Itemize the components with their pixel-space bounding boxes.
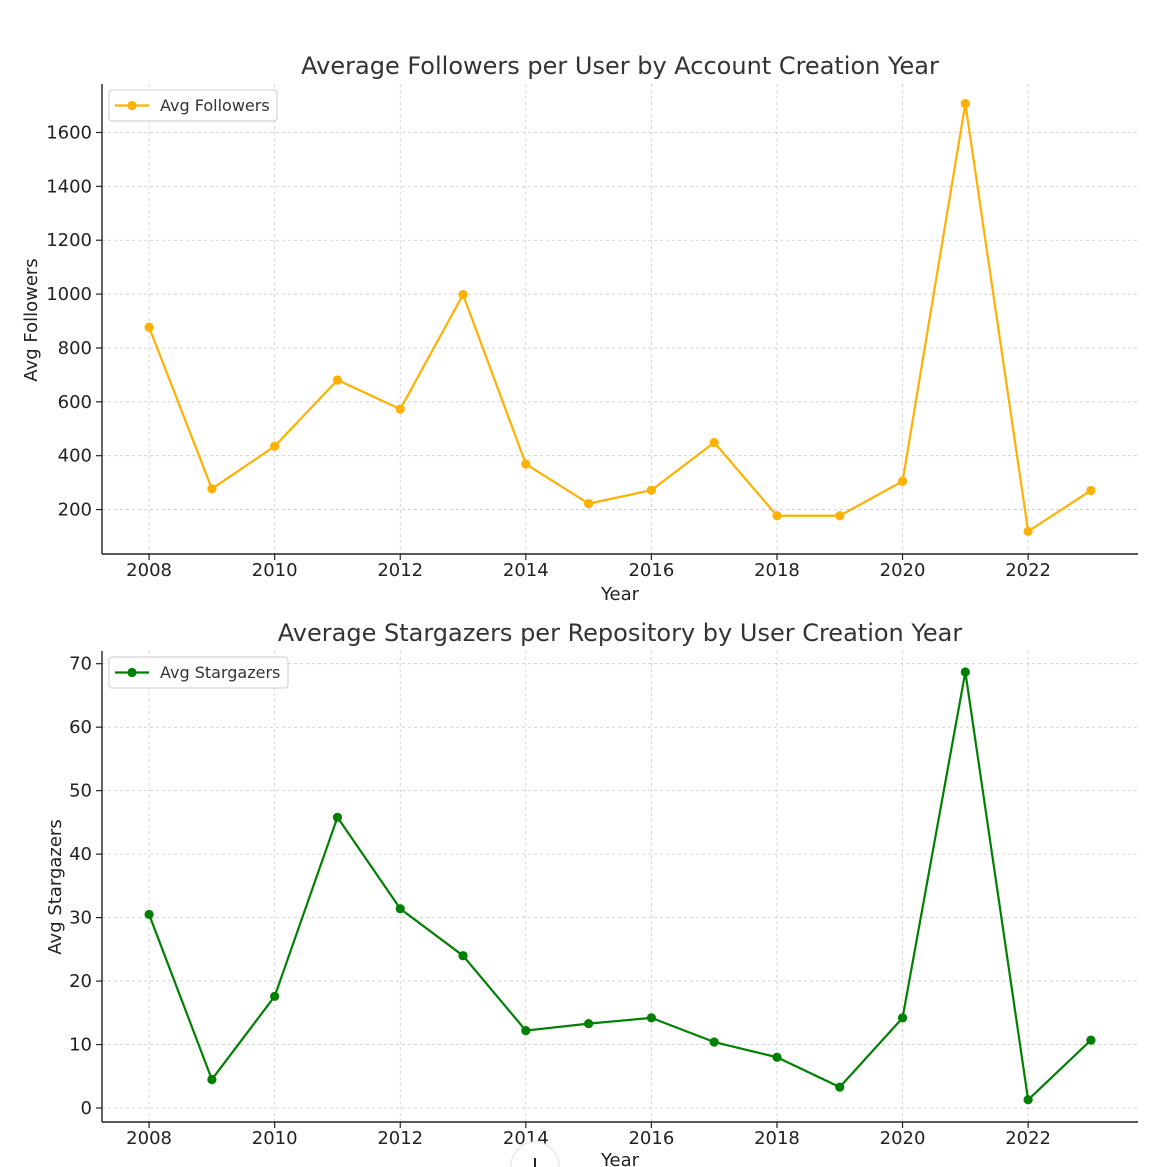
stargazers-y-tick-label: 50	[69, 781, 92, 802]
stargazers-x-axis-title: Year	[600, 1150, 640, 1167]
stargazers-data-point	[270, 991, 280, 1001]
followers-data-point	[270, 441, 280, 451]
stargazers-data-point	[207, 1074, 217, 1085]
stargazers-legend-box	[108, 656, 289, 689]
stargazers-x-tick-label: 2010	[252, 1128, 298, 1149]
stargazers-x-tick-label: 2018	[754, 1128, 800, 1149]
stargazers-data-point	[458, 951, 468, 961]
followers-data-point	[897, 476, 908, 486]
followers-ticks: 2008 2010 2012 2014 2016 2018 2020 2022 200 400 60…	[46, 122, 1051, 581]
stargazers-data-point	[144, 909, 154, 920]
stargazers-data-point	[646, 1013, 656, 1023]
stargazers-y-axis-title: Avg Stargazers	[45, 819, 66, 954]
stargazers-data-point	[332, 812, 343, 822]
followers-series-line	[148, 102, 1092, 533]
stargazers-grid	[102, 651, 1138, 1122]
followers-x-tick-label: 2010	[252, 560, 298, 581]
followers-grid	[102, 84, 1138, 554]
stargazers-data-point	[395, 904, 405, 914]
followers-data-point	[1023, 526, 1033, 536]
stargazers-chart-panel: Average Stargazers per Repository by Use…	[45, 619, 1138, 1167]
stargazers-x-tick-label: 2016	[628, 1128, 674, 1149]
followers-chart-panel: Average Followers per User by Account Cr…	[21, 52, 1138, 605]
followers-y-tick-label: 1400	[46, 176, 92, 197]
stargazers-ticks: 2008 2010 2012 2014 2016 2018 2020 202201020304…	[69, 654, 1051, 1149]
followers-data-point	[144, 322, 154, 332]
followers-data-point	[646, 485, 656, 495]
followers-data-point	[584, 499, 594, 509]
followers-x-tick-label: 2018	[754, 560, 800, 581]
followers-y-tick-label: 1200	[46, 230, 92, 251]
scroll-down-button[interactable]	[510, 1141, 560, 1167]
stargazers-x-tick-label: 2008	[126, 1128, 172, 1149]
stargazers-y-tick-label: 40	[69, 844, 92, 865]
stargazers-data-point	[772, 1052, 782, 1062]
stargazers-data-point	[1086, 1035, 1096, 1045]
followers-data-point	[709, 437, 719, 448]
stargazers-x-tick-label: 2022	[1005, 1128, 1051, 1149]
followers-data-point	[835, 511, 845, 521]
stargazers-data-point	[1023, 1095, 1033, 1105]
followers-x-tick-label: 2008	[126, 560, 172, 581]
followers-x-tick-label: 2022	[1005, 560, 1051, 581]
stargazers-y-tick-label: 20	[69, 971, 92, 992]
stargazers-data-point	[709, 1037, 719, 1047]
followers-data-point	[332, 375, 343, 385]
stargazers-data-point	[521, 1025, 531, 1036]
followers-x-tick-label: 2012	[377, 560, 423, 581]
stargazers-chart-title: Average Stargazers per Repository by Use…	[278, 619, 963, 647]
stargazers-series-line	[148, 670, 1092, 1101]
stargazers-data-point	[835, 1082, 845, 1092]
followers-y-tick-label: 200	[58, 500, 92, 521]
followers-y-axis-title: Avg Followers	[21, 258, 42, 381]
followers-x-tick-label: 2016	[628, 560, 674, 581]
followers-y-tick-label: 400	[58, 446, 92, 467]
stargazers-data-point	[960, 667, 970, 677]
followers-y-tick-label: 1600	[46, 122, 92, 143]
stargazers-legend: Avg Stargazers	[108, 656, 289, 689]
followers-series-layer	[144, 99, 1096, 536]
stargazers-x-tick-label: 2012	[377, 1128, 423, 1149]
stargazers-data-point	[897, 1013, 908, 1023]
stargazers-data-point	[584, 1019, 594, 1029]
followers-data-point	[395, 404, 405, 414]
followers-y-tick-label: 1000	[46, 284, 92, 305]
stargazers-y-tick-label: 70	[69, 654, 92, 675]
stargazers-legend-label: Avg Stargazers	[160, 663, 280, 682]
followers-data-point	[458, 290, 468, 300]
followers-chart-title: Average Followers per User by Account Cr…	[301, 52, 939, 80]
followers-legend-box	[108, 89, 278, 122]
followers-data-point	[772, 511, 782, 521]
stargazers-x-tick-label: 2020	[880, 1128, 926, 1149]
stargazers-legend-marker	[127, 667, 137, 678]
followers-x-axis-title: Year	[600, 584, 640, 605]
followers-legend: Avg Followers	[108, 89, 278, 122]
followers-data-point	[1086, 485, 1096, 496]
followers-legend-label: Avg Followers	[160, 96, 270, 115]
stargazers-y-tick-label: 60	[69, 717, 92, 738]
stargazers-y-tick-label: 30	[69, 908, 92, 929]
followers-data-point	[960, 99, 970, 109]
stargazers-y-tick-label: 0	[81, 1098, 92, 1119]
followers-x-tick-label: 2014	[503, 560, 549, 581]
followers-x-tick-label: 2020	[880, 560, 926, 581]
followers-legend-marker	[127, 100, 137, 111]
stargazers-series-layer	[144, 667, 1096, 1105]
followers-y-tick-label: 800	[58, 338, 92, 359]
followers-data-point	[207, 484, 217, 494]
stargazers-y-tick-label: 10	[69, 1035, 92, 1056]
followers-data-point	[521, 459, 531, 469]
followers-y-tick-label: 600	[58, 392, 92, 413]
